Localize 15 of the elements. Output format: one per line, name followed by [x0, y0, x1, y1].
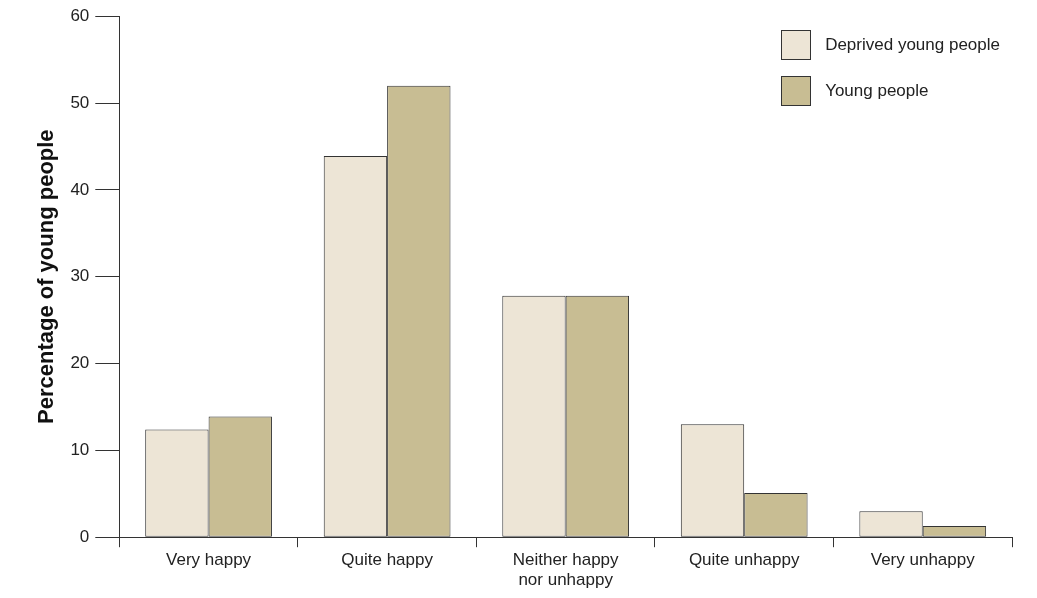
legend-label: Deprived young people: [825, 35, 1000, 56]
y-tick-label: 30: [70, 266, 90, 286]
x-tick-label: Very unhappy: [870, 550, 976, 570]
x-tick-label: Neither happy nor unhappy: [512, 550, 620, 590]
y-tick-label: 60: [70, 5, 90, 25]
y-axis-title: Percentage of young people: [33, 129, 59, 424]
y-tick-label: 0: [79, 526, 90, 546]
x-tick-label: Quite unhappy: [688, 550, 800, 570]
y-tick-label: 40: [70, 179, 90, 199]
legend-label: Young people: [825, 81, 929, 102]
x-tick-label: Quite happy: [341, 550, 434, 570]
y-tick-label: 20: [70, 353, 90, 373]
y-tick-label: 10: [70, 440, 90, 460]
x-tick-label: Very happy: [166, 550, 252, 570]
y-tick-label: 50: [70, 92, 90, 112]
